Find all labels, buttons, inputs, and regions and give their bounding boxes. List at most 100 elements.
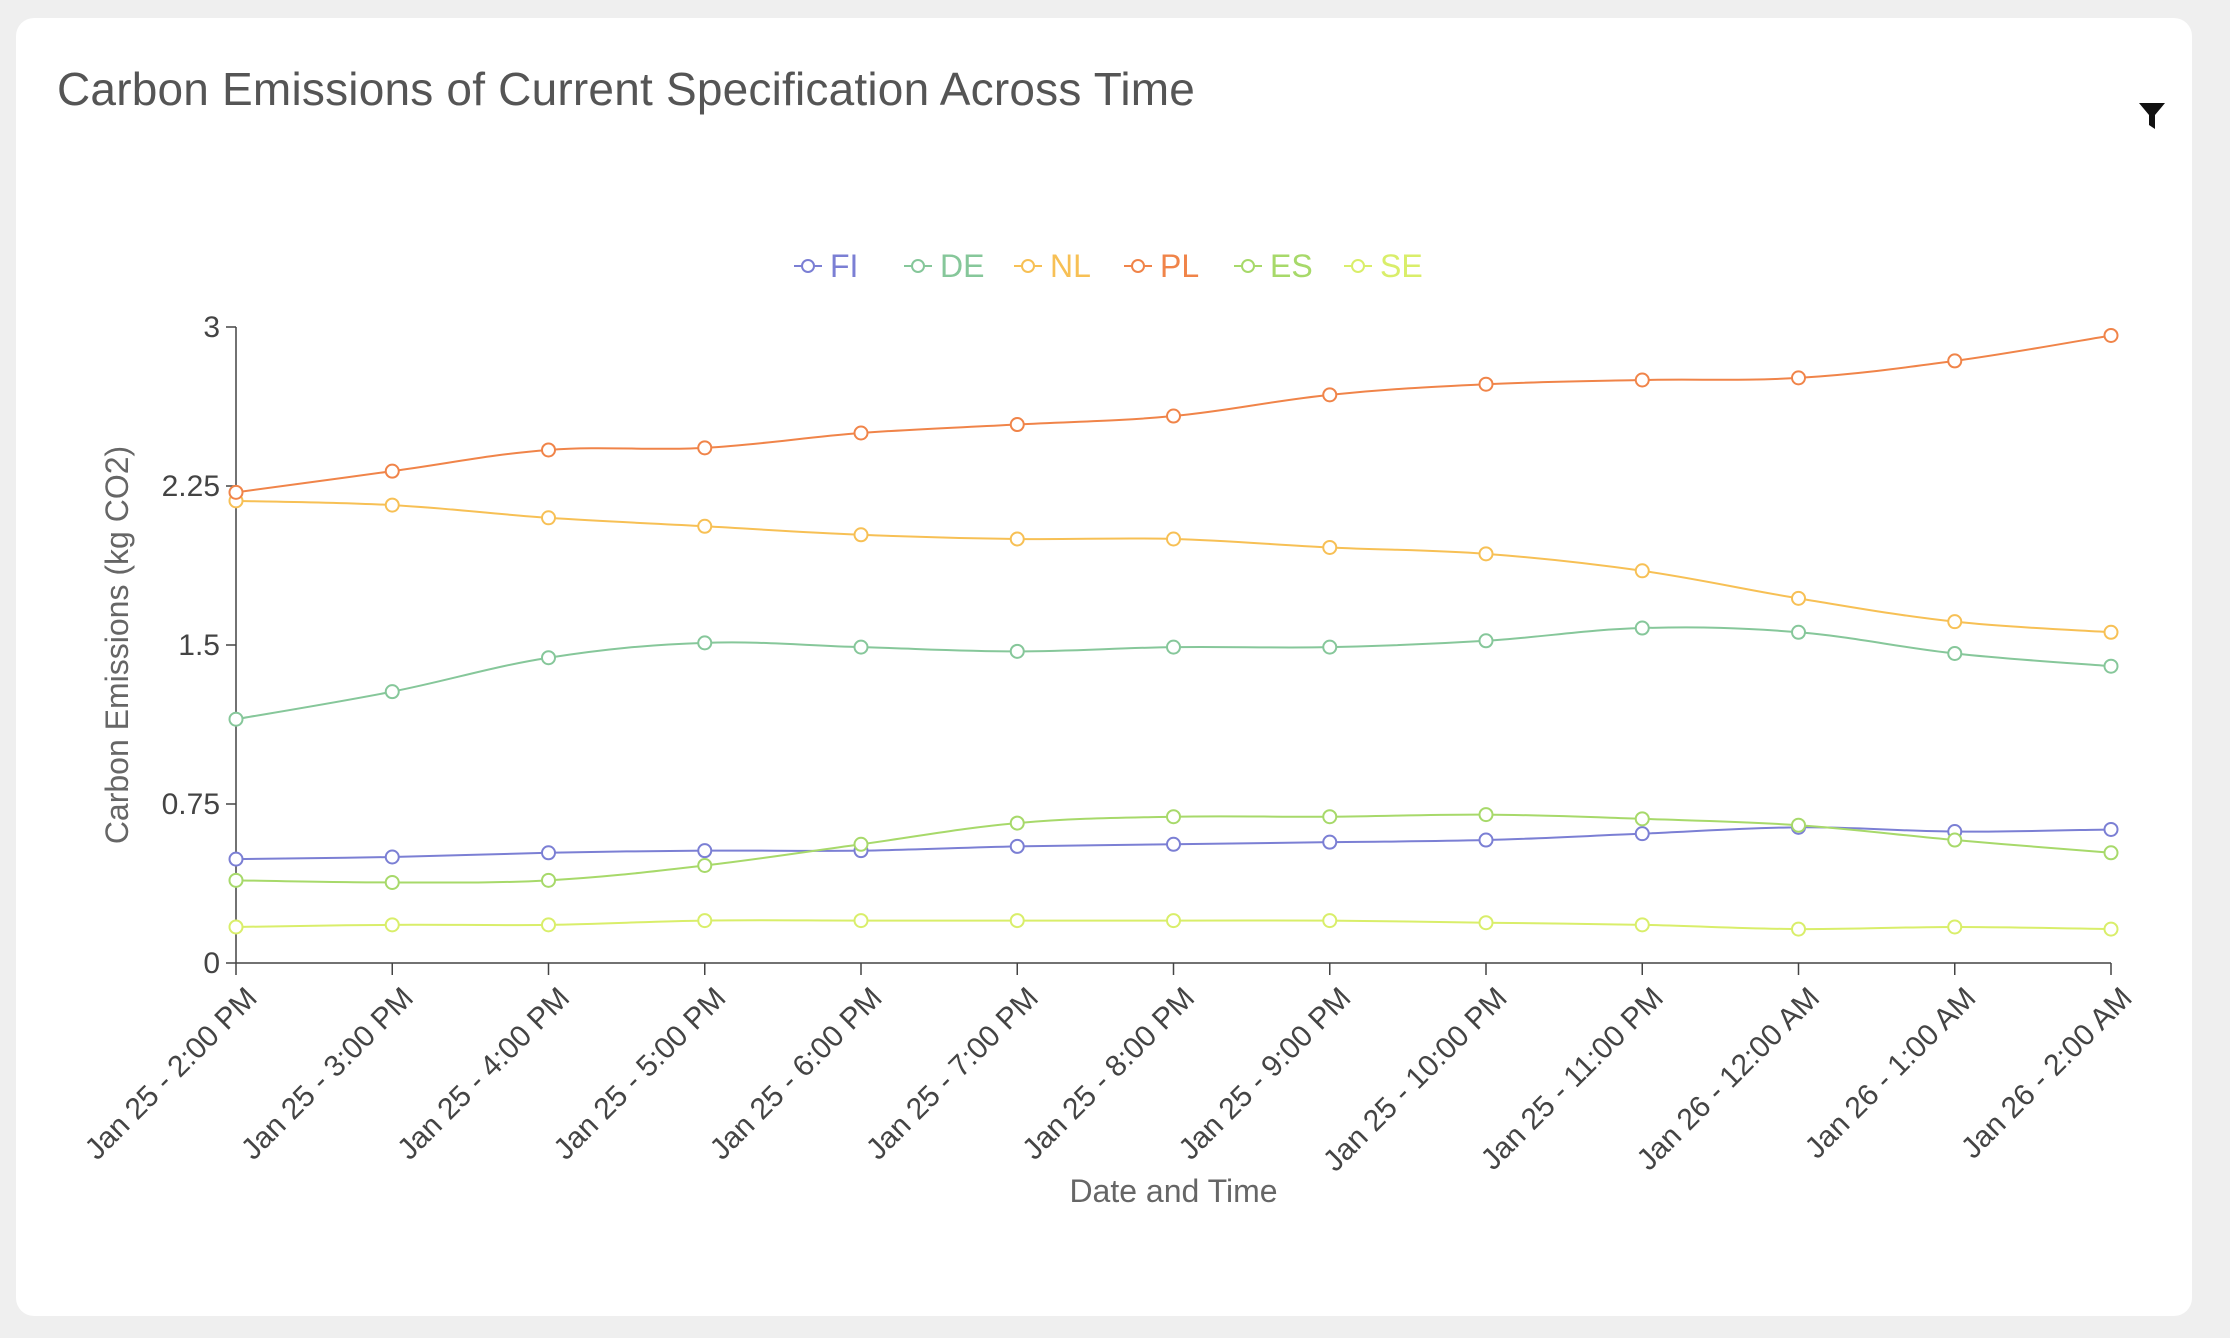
data-point[interactable] [1478,807,1494,823]
data-point[interactable] [2103,327,2119,343]
legend-marker [911,259,925,273]
data-point[interactable] [541,845,556,861]
filter-button[interactable] [2128,92,2176,140]
data-point[interactable] [1791,590,1806,606]
data-point[interactable] [1009,815,1025,831]
y-tick-label: 0 [203,947,220,980]
series-nl [228,493,2119,640]
data-point[interactable] [384,874,400,890]
y-tick-label: 2.25 [162,470,220,503]
data-point[interactable] [1947,832,1963,848]
series-se [228,913,2119,937]
data-point[interactable] [2103,921,2119,937]
legend-item-se[interactable]: SE [1344,248,1423,284]
legend-item-nl[interactable]: NL [1014,248,1091,284]
x-axis-title: Date and Time [1069,1173,1277,1209]
data-point[interactable] [1009,531,1025,547]
legend-marker [1021,259,1035,273]
data-point[interactable] [1791,624,1806,640]
data-point[interactable] [384,684,400,700]
data-point[interactable] [1009,643,1025,659]
chart-card: Carbon Emissions of Current Specificatio… [16,18,2192,1316]
legend-item-es[interactable]: ES [1234,248,1313,284]
data-point[interactable] [1009,838,1025,854]
x-tick-label: Jan 25 - 9:00 PM [1173,981,1358,1166]
data-point[interactable] [1791,921,1806,937]
data-point[interactable] [2103,624,2119,640]
data-point[interactable] [1634,811,1650,827]
series-de [228,620,2119,727]
data-point[interactable] [1009,913,1025,929]
legend-marker [1131,259,1145,273]
data-point[interactable] [1009,417,1025,433]
data-point[interactable] [697,857,713,873]
data-point[interactable] [1634,917,1650,933]
data-point[interactable] [1634,372,1650,388]
data-point[interactable] [1478,633,1494,649]
legend-item-de[interactable]: DE [904,248,984,284]
data-point[interactable] [1166,836,1181,852]
data-point[interactable] [1791,817,1806,833]
data-point[interactable] [541,917,556,933]
legend-label: SE [1380,248,1423,284]
data-point[interactable] [1322,387,1338,403]
data-point[interactable] [228,851,244,867]
data-point[interactable] [697,843,713,859]
data-point[interactable] [384,917,400,933]
data-point[interactable] [1791,370,1806,386]
data-point[interactable] [1634,826,1650,842]
data-point[interactable] [2103,821,2119,837]
data-point[interactable] [541,442,556,458]
data-point[interactable] [697,440,713,456]
data-point[interactable] [1478,376,1494,392]
data-point[interactable] [1634,620,1650,636]
data-point[interactable] [1322,834,1338,850]
data-point[interactable] [1166,408,1181,424]
data-point[interactable] [541,510,556,526]
x-tick-label: Jan 25 - 8:00 PM [1016,981,1201,1166]
data-point[interactable] [853,836,869,852]
data-point[interactable] [1478,546,1494,562]
legend-item-pl[interactable]: PL [1124,248,1199,284]
x-tick-label: Jan 25 - 4:00 PM [391,981,576,1166]
x-tick-label: Jan 26 - 1:00 AM [1799,981,1983,1165]
data-point[interactable] [1166,913,1181,929]
data-point[interactable] [1166,809,1181,825]
data-point[interactable] [697,518,713,534]
data-point[interactable] [228,484,244,500]
series-pl [228,327,2119,500]
data-point[interactable] [853,913,869,929]
data-point[interactable] [2103,845,2119,861]
data-point[interactable] [1947,919,1963,935]
data-point[interactable] [853,425,869,441]
data-point[interactable] [1478,832,1494,848]
data-point[interactable] [697,635,713,651]
data-point[interactable] [384,463,400,479]
data-point[interactable] [1478,915,1494,931]
series-es [228,807,2119,890]
data-point[interactable] [541,650,556,666]
legend-item-fi[interactable]: FI [794,248,858,284]
data-point[interactable] [228,919,244,935]
data-point[interactable] [384,497,400,513]
data-point[interactable] [1634,563,1650,579]
data-point[interactable] [697,913,713,929]
data-point[interactable] [853,639,869,655]
data-point[interactable] [1947,614,1963,630]
data-point[interactable] [1322,809,1338,825]
data-point[interactable] [384,849,400,865]
data-point[interactable] [2103,658,2119,674]
data-point[interactable] [1322,539,1338,555]
data-point[interactable] [1166,531,1181,547]
data-point[interactable] [541,872,556,888]
data-point[interactable] [1322,913,1338,929]
data-point[interactable] [853,527,869,543]
data-point[interactable] [1947,353,1963,369]
data-point[interactable] [228,872,244,888]
data-point[interactable] [1322,639,1338,655]
data-point[interactable] [228,711,244,727]
data-point[interactable] [1947,645,1963,661]
data-point[interactable] [1166,639,1181,655]
